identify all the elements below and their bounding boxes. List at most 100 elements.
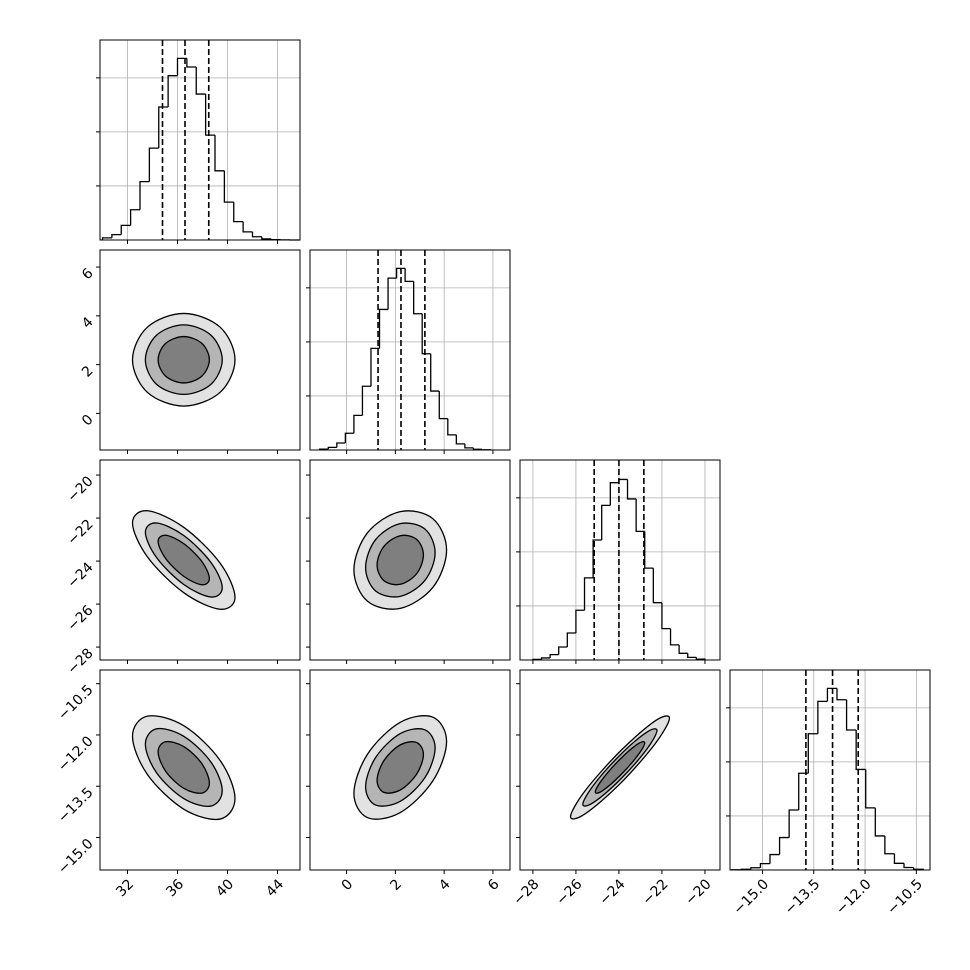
histogram-bin <box>344 432 354 443</box>
histogram-bin <box>644 531 654 569</box>
histogram-bin <box>558 646 568 655</box>
histogram-bin <box>635 498 645 533</box>
contour <box>376 534 425 586</box>
panel-frame <box>729 669 931 871</box>
histogram-bin <box>223 170 234 203</box>
contour <box>594 741 646 794</box>
histogram-bin <box>395 267 406 279</box>
histogram-bin <box>111 233 122 238</box>
y-tick-label: 0 <box>79 412 97 430</box>
histogram-bin <box>186 58 197 68</box>
histogram-bin <box>336 442 346 448</box>
histogram-bin <box>669 628 680 646</box>
x-tick-label: 32 <box>113 876 137 900</box>
y-tick-label: 2 <box>79 363 97 381</box>
x-tick-label: 40 <box>213 876 237 900</box>
histogram-bin <box>204 94 215 136</box>
histogram-bin <box>798 772 809 810</box>
x-tick-label: 2 <box>387 876 405 894</box>
histogram-bin <box>370 347 380 387</box>
histogram-bin <box>893 853 905 864</box>
histogram-bin <box>148 147 159 182</box>
y-tick-label: −22 <box>64 516 96 548</box>
histogram-bin <box>678 644 688 654</box>
x-tick-label: 0 <box>339 876 357 894</box>
histogram-bin <box>652 568 662 604</box>
y-tick-label: −13.5 <box>55 785 97 827</box>
y-tick-label: −28 <box>64 645 96 677</box>
histogram-bin <box>661 602 671 630</box>
histogram-bin <box>687 653 697 659</box>
histogram-bin <box>472 447 482 450</box>
histogram-bin <box>618 478 628 483</box>
x-tick-label: −10.5 <box>884 876 926 918</box>
histogram-bin <box>404 268 414 283</box>
histogram-bin <box>778 836 790 855</box>
panel-frame <box>99 669 301 871</box>
x-tick-label: 4 <box>436 876 454 894</box>
histogram-bin <box>176 57 187 76</box>
x-tick-label: 36 <box>163 876 187 900</box>
histogram-bin <box>566 632 576 648</box>
x-tick-label: −26 <box>553 876 585 908</box>
histogram-bin <box>421 313 431 355</box>
histogram-bin <box>583 577 594 611</box>
histogram-bin <box>601 504 611 540</box>
histogram-bin <box>361 385 371 416</box>
panel-frame <box>519 459 721 661</box>
contour <box>157 335 211 384</box>
y-tick-label: 4 <box>79 314 97 332</box>
histogram-bin <box>549 653 559 658</box>
histogram-bin <box>845 699 857 731</box>
histogram-bin <box>438 391 448 420</box>
histogram-bin <box>609 482 619 506</box>
histogram-bin <box>592 539 602 578</box>
panel-frame <box>519 669 721 871</box>
panel-frame <box>309 459 511 661</box>
histogram-bin <box>413 281 423 315</box>
histogram-bin <box>884 835 895 855</box>
histogram-bin <box>251 231 262 238</box>
panel-frame <box>99 39 301 241</box>
x-tick-label: −20 <box>682 876 714 908</box>
histogram-bin <box>430 353 440 392</box>
histogram-bin <box>158 106 169 149</box>
y-tick-label: −20 <box>64 473 96 505</box>
panel-frame <box>309 669 511 871</box>
y-tick-label: −26 <box>64 602 96 634</box>
panel-frame <box>99 459 301 661</box>
histogram-bin <box>865 769 876 809</box>
histogram-bin <box>242 221 253 233</box>
contour <box>157 534 211 586</box>
histogram-bin <box>214 135 225 172</box>
x-tick-label: −15.0 <box>730 876 772 918</box>
histogram-bin <box>540 657 551 660</box>
x-tick-label: −12.0 <box>833 876 875 918</box>
histogram-bin <box>378 308 389 349</box>
histogram-bin <box>353 414 363 434</box>
histogram-bin <box>455 434 465 445</box>
histogram-bin <box>575 609 585 633</box>
panel-frame <box>309 249 511 451</box>
histogram-bin <box>874 807 885 837</box>
x-tick-label: −28 <box>510 876 542 908</box>
histogram-bin <box>855 730 866 771</box>
histogram-bin <box>139 180 150 210</box>
x-tick-label: 6 <box>485 876 503 894</box>
x-tick-label: −13.5 <box>782 876 824 918</box>
y-tick-label: 6 <box>79 265 97 283</box>
histogram-bin <box>101 237 112 240</box>
histogram-bin <box>261 236 272 240</box>
histogram-bin <box>750 867 761 870</box>
contour <box>157 740 211 794</box>
histogram-bin <box>759 862 770 868</box>
histogram-bin <box>167 75 178 108</box>
histogram-bin <box>826 687 838 702</box>
y-tick-label: −15.0 <box>55 836 97 878</box>
histogram-bin <box>233 202 244 223</box>
histogram-bin <box>327 446 337 450</box>
x-tick-label: −24 <box>596 876 628 908</box>
histogram-bin <box>387 277 397 310</box>
histogram-bin <box>464 443 474 449</box>
